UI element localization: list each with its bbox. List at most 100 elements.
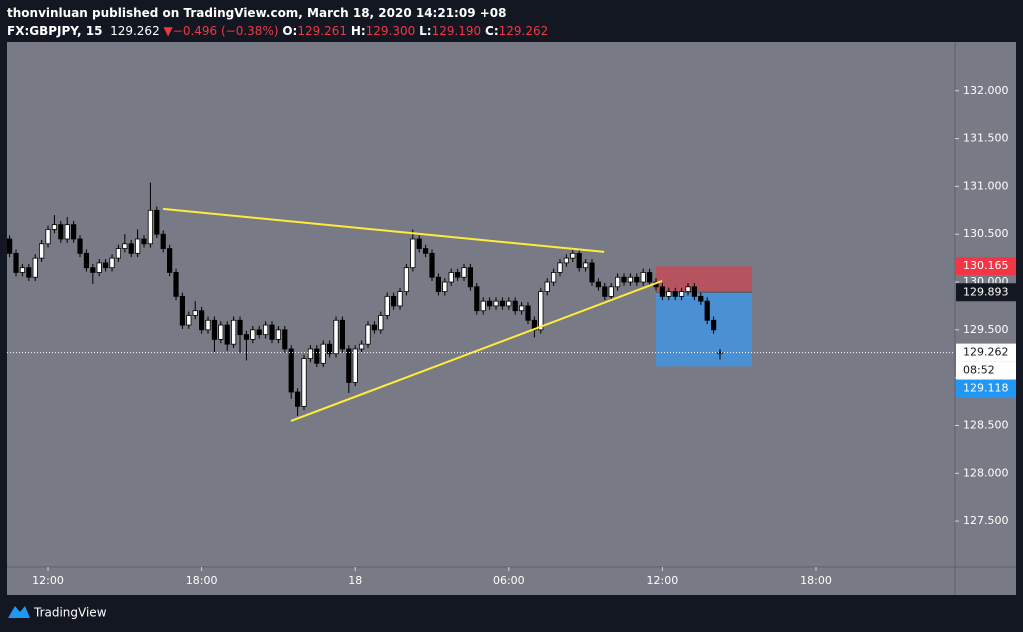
candle-body (109, 257, 115, 269)
candle-body (615, 276, 621, 288)
candle-body (218, 324, 224, 340)
candle-body (461, 267, 467, 278)
arrow: ▼ (163, 24, 173, 38)
candle-body (186, 315, 192, 326)
candle-body (352, 348, 358, 383)
h-label: H: (350, 24, 366, 38)
candle-body (39, 243, 45, 259)
candle-body (83, 252, 90, 269)
candle-body (269, 324, 275, 340)
candle-body (557, 262, 563, 273)
high: 129.300 (365, 24, 416, 38)
candle-body (103, 262, 109, 269)
chart-background (7, 42, 1016, 595)
candle-body (691, 286, 698, 297)
open: 129.261 (297, 24, 347, 38)
candle-body (128, 243, 134, 254)
candle-body (551, 272, 557, 283)
candle-body (397, 291, 403, 307)
candle-body (26, 267, 32, 278)
candle-body (538, 291, 544, 331)
brand: TradingView (33, 606, 107, 620)
candle-body (307, 348, 314, 359)
candle-body (90, 267, 96, 273)
candle-body (58, 224, 64, 240)
candle-body (519, 305, 525, 312)
candle-body (640, 272, 646, 283)
candle-body (154, 209, 160, 235)
price-label: 129.893 (963, 285, 1009, 298)
candle-body (544, 281, 550, 292)
y-tick-label: 131.000 (963, 179, 1009, 192)
close: 129.262 (498, 24, 549, 38)
y-tick-label: 128.000 (963, 466, 1009, 479)
publisher-line: thonvinluan published on TradingView.com… (7, 4, 548, 22)
target-zone (656, 292, 752, 367)
countdown-box (956, 361, 1016, 380)
trend-line (290, 279, 663, 422)
candle-body (589, 262, 595, 283)
x-tick-label: 12:00 (32, 574, 64, 587)
candle-body (205, 319, 211, 331)
candle-body (499, 300, 506, 307)
candle-body (378, 315, 384, 331)
candle-body (602, 286, 608, 297)
candle-body (147, 209, 154, 245)
candle-body (288, 348, 294, 393)
candle-body (371, 324, 378, 331)
candle-body (423, 248, 429, 254)
price-label-box (956, 343, 1016, 362)
candle-body (627, 276, 634, 283)
candle-body (179, 295, 186, 326)
candle-body (487, 300, 493, 307)
y-tick-label: 130.500 (963, 227, 1009, 240)
candle-body (333, 319, 339, 355)
candle-body (570, 252, 576, 259)
price-label-box (956, 283, 1016, 302)
candle-body (467, 267, 474, 288)
candle-body (167, 248, 173, 273)
price-label-box (956, 257, 1016, 276)
candle-body (263, 324, 269, 336)
candle-body (711, 319, 717, 331)
candle-body (199, 310, 205, 331)
candle-body (659, 286, 666, 297)
y-tick-label: 132.000 (963, 84, 1009, 97)
candle-body (160, 233, 166, 249)
candle-body (320, 343, 326, 364)
price-label: 129.262 (963, 346, 1009, 359)
candle-body (365, 324, 371, 345)
publisher: thonvinluan published on TradingView.com… (7, 6, 507, 20)
logo: TradingView (8, 606, 107, 620)
candle-body (621, 276, 627, 283)
price-label-box (956, 379, 1016, 398)
y-tick-label: 129.500 (963, 323, 1009, 336)
trend-line (162, 207, 605, 253)
candle-body (448, 272, 454, 283)
candle-body (698, 295, 704, 302)
candle-body (647, 272, 653, 283)
y-tick-label: 131.500 (963, 132, 1009, 145)
x-tick-label: 06:00 (493, 574, 525, 587)
ohlc-line: FX:GBPJPY, 15 129.262 ▼−0.496 (−0.38%) O… (7, 22, 548, 40)
candle-body (51, 224, 58, 230)
candle-body (256, 329, 262, 336)
candle-body (429, 252, 435, 278)
countdown: 08:52 (963, 364, 995, 377)
candle-body (64, 224, 70, 240)
header: thonvinluan published on TradingView.com… (7, 4, 548, 40)
candle-body (583, 262, 589, 269)
candle-body (71, 224, 77, 240)
candle-body (525, 305, 531, 321)
candle-body (250, 329, 256, 340)
x-tick-label: 18:00 (800, 574, 832, 587)
candle-body (685, 286, 691, 292)
candle-body (595, 281, 602, 288)
candle-body (576, 252, 582, 269)
price-label: 130.165 (963, 259, 1009, 272)
low: 129.190 (431, 24, 482, 38)
candle-body (403, 267, 410, 292)
y-tick-label: 128.500 (963, 418, 1009, 431)
